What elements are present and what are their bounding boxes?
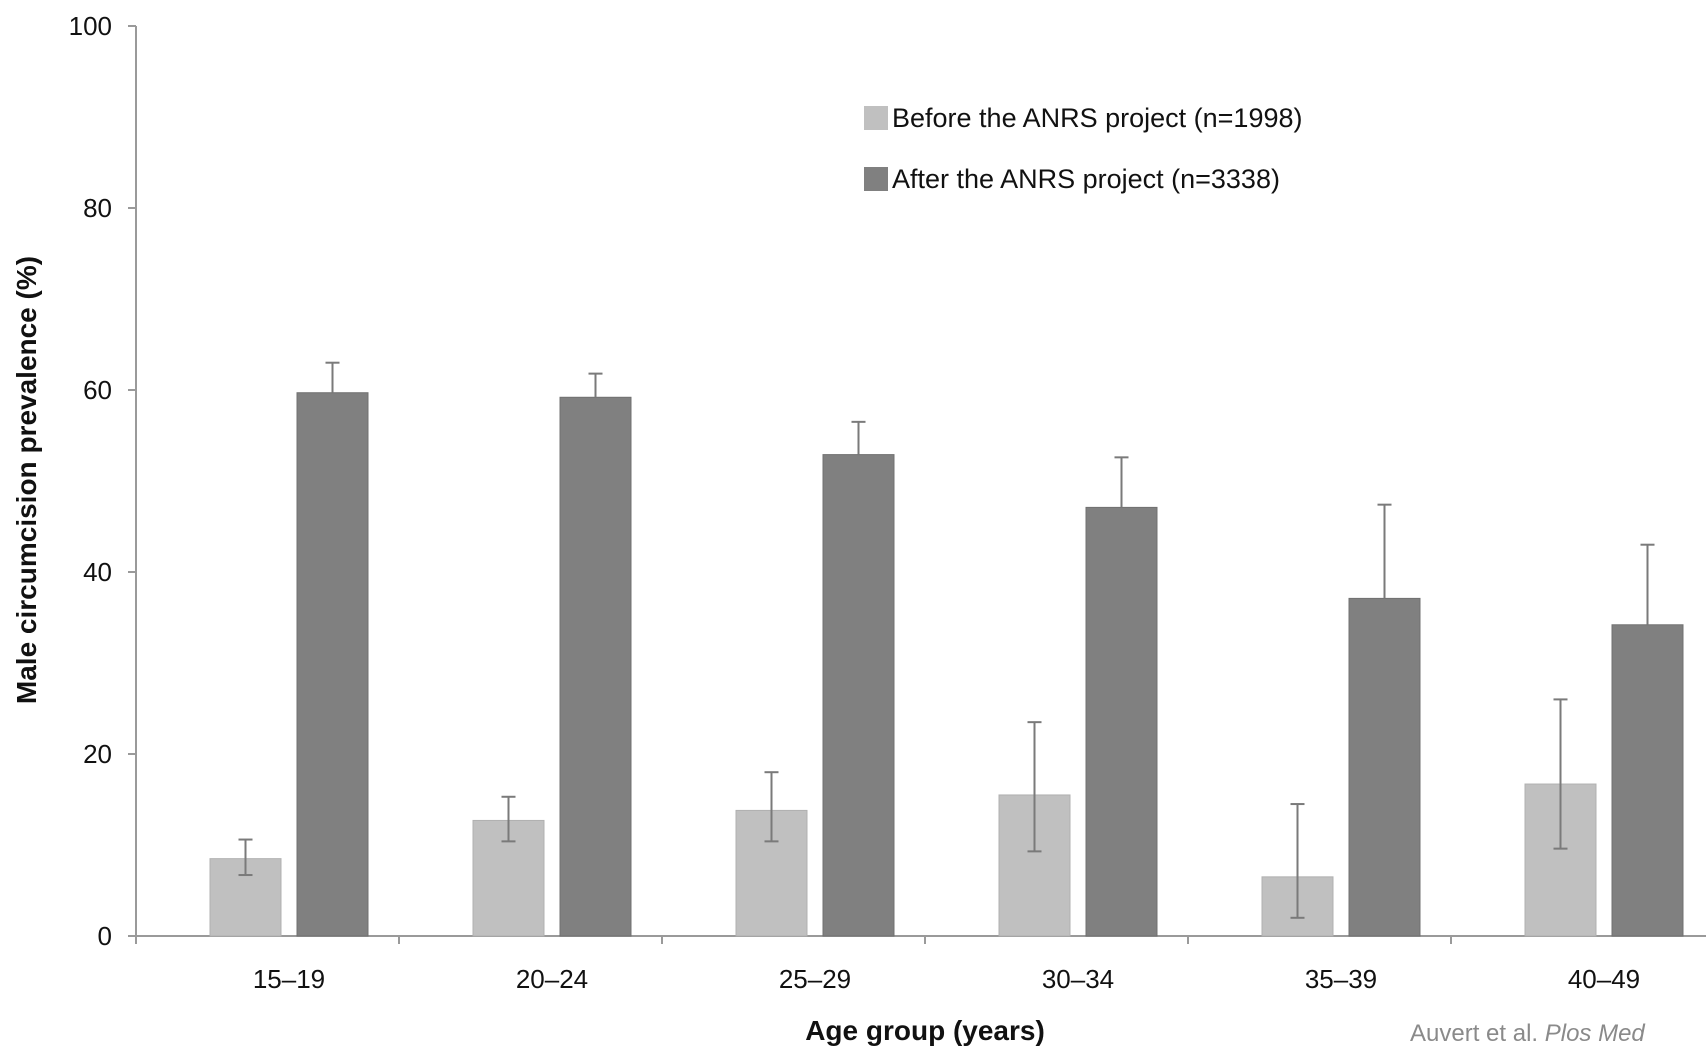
bar-after-40–49	[1611, 624, 1684, 937]
bar-after-35–39	[1348, 597, 1421, 937]
bar-after-20–24	[559, 396, 632, 937]
source-citation: Auvert et al. Plos Med	[1410, 1020, 1645, 1048]
source-journal: Plos Med	[1544, 1020, 1645, 1047]
legend-label-before: Before the ANRS project (n=1998)	[892, 103, 1302, 133]
y-tick-label: 60	[83, 375, 112, 405]
x-tick-label: 40–49	[1568, 964, 1640, 994]
x-axis-title: Age group (years)	[805, 1015, 1045, 1046]
bar-after-15–19	[296, 392, 369, 937]
legend-swatch-after	[864, 167, 888, 191]
y-axis-title: Male circumcision prevalence (%)	[11, 256, 42, 704]
y-tick-label: 0	[98, 921, 112, 951]
x-tick-label: 20–24	[516, 964, 588, 994]
legend-swatch-before	[864, 106, 888, 130]
legend: Before the ANRS project (n=1998) After t…	[864, 103, 1302, 194]
y-tick-label: 40	[83, 557, 112, 587]
error-bars	[238, 361, 1655, 919]
x-tick-label: 15–19	[253, 964, 325, 994]
bar-after-25–29	[822, 454, 895, 937]
bar-after-30–34	[1085, 506, 1158, 937]
y-tick-label: 20	[83, 739, 112, 769]
y-tick-labels: 0 20 40 60 80 100	[69, 11, 112, 951]
bars	[209, 392, 1684, 937]
x-tick-label: 30–34	[1042, 964, 1114, 994]
x-tick-label: 35–39	[1305, 964, 1377, 994]
source-authors: Auvert et al.	[1410, 1020, 1539, 1047]
y-tick-label: 80	[83, 193, 112, 223]
y-tick-label: 100	[69, 11, 112, 41]
axes	[128, 25, 1706, 944]
x-tick-labels: 15–19 20–24 25–29 30–34 35–39 40–49	[253, 964, 1640, 994]
x-tick-label: 25–29	[779, 964, 851, 994]
legend-label-after: After the ANRS project (n=3338)	[892, 164, 1280, 194]
